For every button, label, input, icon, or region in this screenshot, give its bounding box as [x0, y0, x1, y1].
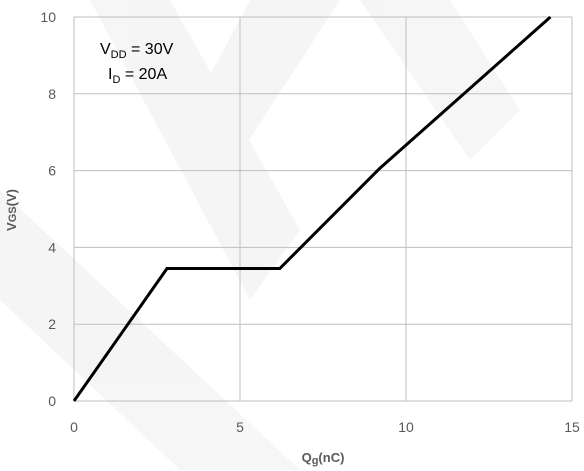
x-tick-label: 15	[564, 419, 580, 435]
x-tick-label: 5	[236, 419, 244, 435]
y-tick-label: 8	[48, 86, 56, 102]
y-tick-label: 4	[48, 239, 56, 255]
series-layer	[72, 15, 552, 402]
tick-labels: 0 2 4 6 8 10 0 5 10 15	[40, 9, 580, 435]
y-tick-label: 10	[40, 9, 56, 25]
x-tick-label: 10	[398, 419, 414, 435]
watermark	[0, 0, 520, 470]
y-tick-label: 0	[48, 393, 56, 409]
y-tick-label: 2	[48, 316, 56, 332]
y-axis-label: VGS(V)	[4, 189, 19, 231]
grid-lines	[73, 16, 573, 402]
svg-text:ID = 20A: ID = 20A	[108, 66, 167, 86]
series-line	[72, 15, 552, 402]
annotation-id: ID = 20A	[108, 66, 167, 86]
x-tick-label: 0	[70, 419, 78, 435]
y-tick-label: 6	[48, 163, 56, 179]
x-axis-label: Qg(nC)	[302, 450, 345, 467]
